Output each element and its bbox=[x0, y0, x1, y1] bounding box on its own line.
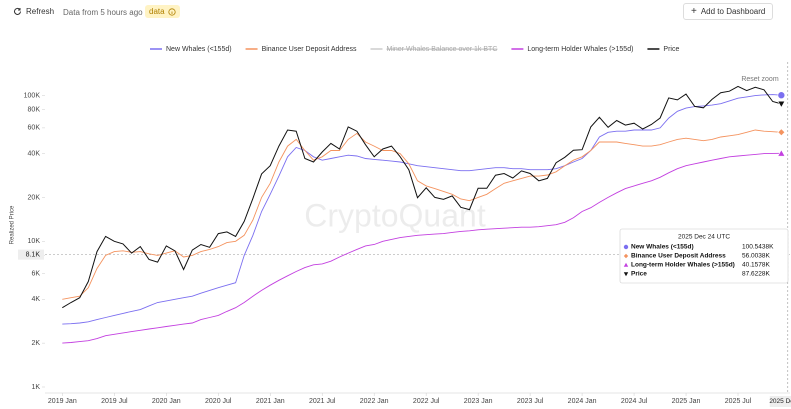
tooltip-marker bbox=[623, 244, 629, 250]
tooltip-title: 2025 Dec 24 UTC bbox=[678, 234, 730, 241]
x-tick-label: 2020 Jul bbox=[205, 398, 232, 405]
plus-icon: + bbox=[691, 6, 697, 17]
legend-label: New Whales (<155d) bbox=[166, 46, 232, 53]
x-tick-label: 2019 Jul bbox=[101, 398, 128, 405]
x-tick-label: 2025 Jan bbox=[672, 398, 701, 405]
legend-label: Price bbox=[663, 46, 679, 53]
tooltip-marker bbox=[623, 253, 629, 259]
y-tick-label: 100K bbox=[24, 92, 41, 99]
add-dashboard-button[interactable]: + Add to Dashboard bbox=[683, 3, 774, 20]
y-tick-label: 40K bbox=[28, 150, 41, 157]
tooltip-value: 56.0038K bbox=[742, 253, 770, 260]
series-line bbox=[62, 85, 782, 309]
x-tick-label: 2025 Jul bbox=[725, 398, 752, 405]
y-tick-label: 10K bbox=[28, 238, 41, 245]
crosshair-y-label: 8.1K bbox=[26, 251, 41, 258]
tooltip-name: Price bbox=[631, 271, 647, 278]
series-line bbox=[62, 152, 782, 344]
legend-label: Binance User Deposit Address bbox=[262, 46, 357, 53]
y-axis-label: Realized Price bbox=[10, 205, 16, 244]
y-tick-label: 6K bbox=[31, 270, 40, 277]
y-tick-label: 20K bbox=[28, 194, 41, 201]
x-tick-label: 2023 Jul bbox=[517, 398, 544, 405]
data-status: Data from 5 hours ago bbox=[63, 8, 143, 17]
end-marker bbox=[777, 128, 786, 137]
tooltip-marker bbox=[623, 262, 629, 267]
series-line bbox=[62, 129, 782, 300]
x-tick-label: 2024 Jul bbox=[621, 398, 648, 405]
toolbar: Refresh Data from 5 hours ago data + Add… bbox=[0, 0, 791, 24]
end-marker bbox=[777, 91, 786, 100]
x-tick-label: 2022 Jan bbox=[360, 398, 389, 405]
x-tick-label: 2021 Jul bbox=[309, 398, 336, 405]
tooltip-value: 40.1578K bbox=[742, 262, 770, 269]
refresh-label: Refresh bbox=[26, 7, 55, 16]
tooltip-name: Long-term Holder Whales (>155d) bbox=[631, 262, 735, 269]
refresh-icon bbox=[14, 7, 21, 15]
tooltip-value: 100.5438K bbox=[742, 244, 774, 251]
x-tick-label: 2023 Jan bbox=[464, 398, 493, 405]
x-tick-label: 2022 Jul bbox=[413, 398, 440, 405]
y-tick-label: 1K bbox=[31, 384, 40, 391]
x-tick-label: 2021 Jan bbox=[256, 398, 285, 405]
reset-zoom[interactable]: Reset zoom bbox=[741, 76, 779, 83]
info-icon bbox=[167, 7, 176, 16]
add-dashboard-label: Add to Dashboard bbox=[700, 7, 766, 16]
badge-label: data bbox=[149, 7, 165, 16]
tooltip-name: Binance User Deposit Address bbox=[631, 253, 726, 260]
y-tick-label: 80K bbox=[28, 107, 41, 114]
x-tick-label: 2020 Jan bbox=[152, 398, 181, 405]
y-tick-label: 2K bbox=[31, 340, 40, 347]
x-tick-label: 2019 Jan bbox=[48, 398, 77, 405]
tooltip-value: 87.6228K bbox=[742, 271, 770, 278]
crosshair-x-label-bg bbox=[769, 396, 791, 407]
end-marker bbox=[777, 100, 786, 109]
refresh-button[interactable]: Refresh bbox=[6, 3, 62, 20]
x-tick-label: 2024 Jan bbox=[568, 398, 597, 405]
tooltip-marker bbox=[623, 272, 629, 277]
legend-label: Miner Whales Balance over 1k BTC bbox=[387, 46, 498, 53]
watermark: CryptoQuant bbox=[304, 197, 486, 233]
tooltip-name: New Whales (<155d) bbox=[631, 244, 694, 251]
crosshair-y-label-bg bbox=[18, 249, 44, 260]
series-line bbox=[62, 94, 782, 325]
y-tick-label: 60K bbox=[28, 125, 41, 132]
tooltip-box bbox=[619, 228, 789, 284]
data-badge[interactable]: data bbox=[145, 5, 180, 18]
y-tick-label: 4K bbox=[31, 296, 40, 303]
end-marker bbox=[777, 149, 786, 157]
crosshair-x-label: 2025 Dec 24 bbox=[769, 398, 791, 405]
legend-label: Long-term Holder Whales (>155d) bbox=[527, 46, 633, 53]
